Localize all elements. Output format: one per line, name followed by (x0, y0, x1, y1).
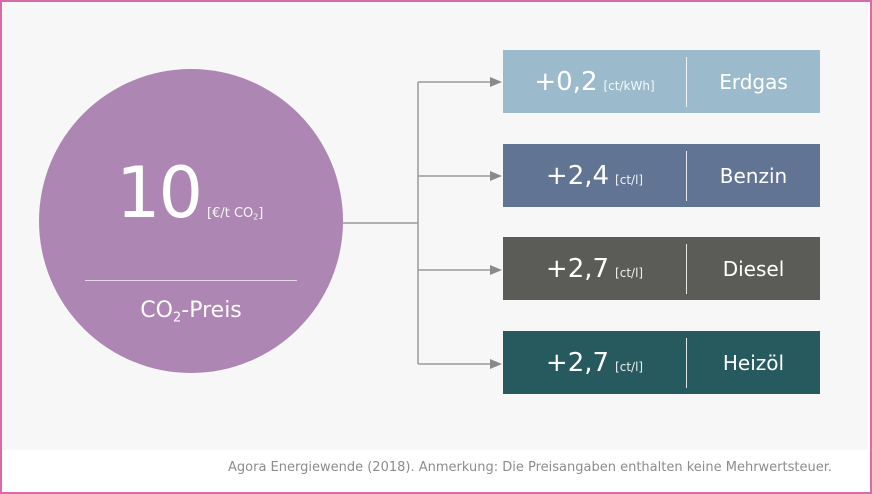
co2-price-unit: [€/t CO2] (207, 206, 264, 222)
fuel-value: +2,7 (545, 347, 610, 378)
box-divider (686, 56, 687, 107)
co2-price-value: 10 (116, 152, 203, 234)
fuel-box-benzin: +2,4 [ct/l] Benzin (503, 144, 820, 207)
co2-price-label: CO2-Preis (140, 298, 242, 326)
fuel-name: Benzin (719, 163, 788, 188)
fuel-value: +0,2 (534, 66, 598, 97)
arrow-icon (490, 265, 502, 275)
source-note: Agora Energiewende (2018). Anmerkung: Di… (228, 460, 832, 475)
fuel-value: +2,7 (545, 253, 610, 284)
fuel-unit: [ct/l] (615, 265, 644, 280)
co2-price-circle (39, 69, 343, 373)
fuel-name: Erdgas (719, 69, 788, 94)
fuel-unit: [ct/kWh] (603, 78, 655, 93)
fuel-name: Diesel (722, 256, 785, 281)
arrow-icon (490, 171, 502, 181)
fuel-box-diesel: +2,7 [ct/l] Diesel (503, 237, 820, 300)
fuel-box-heizoel: +2,7 [ct/l] Heizöl (503, 331, 820, 394)
arrow-icon (490, 359, 502, 369)
box-divider (686, 243, 687, 294)
box-divider (686, 150, 687, 201)
fuel-value: +2,4 (545, 160, 610, 191)
arrow-icon (490, 77, 502, 87)
circle-divider (85, 280, 297, 281)
fuel-name: Heizöl (722, 350, 785, 375)
fuel-box-erdgas: +0,2 [ct/kWh] Erdgas (503, 50, 820, 113)
box-divider (686, 337, 687, 388)
fuel-unit: [ct/l] (615, 359, 644, 374)
fuel-unit: [ct/l] (615, 172, 644, 187)
